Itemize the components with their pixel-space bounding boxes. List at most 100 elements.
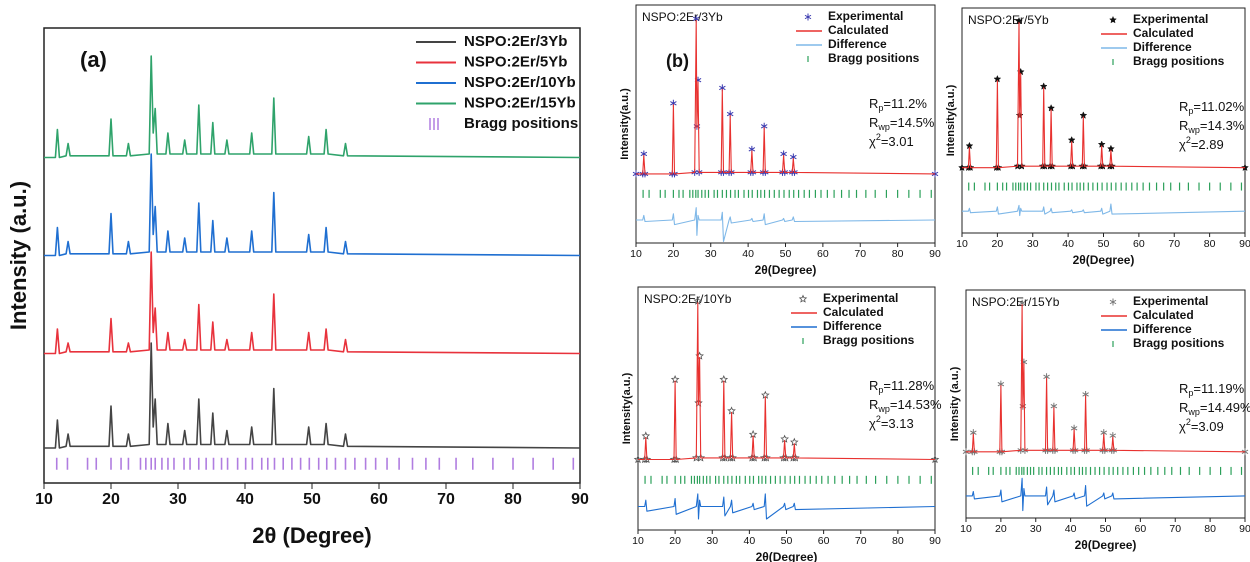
x-tick-label: 90 bbox=[1239, 523, 1250, 535]
legend-label: Experimental bbox=[828, 9, 903, 23]
x-tick-label: 50 bbox=[303, 491, 321, 508]
legend-swatch bbox=[1109, 15, 1117, 24]
x-tick-label: 70 bbox=[855, 535, 867, 547]
fit-statistic: Rwp=14.5% bbox=[869, 115, 935, 132]
x-tick-label: 50 bbox=[780, 248, 792, 260]
x-axis-label: 2θ(Degree) bbox=[1073, 253, 1135, 267]
fit-statistic: χ2=2.89 bbox=[1179, 135, 1224, 152]
legend-swatch bbox=[798, 294, 808, 303]
legend-label: Calculated bbox=[1133, 26, 1194, 40]
subscript: p bbox=[878, 385, 883, 395]
value: =11.28% bbox=[883, 378, 934, 393]
x-tick-label: 90 bbox=[929, 535, 941, 547]
x-tick-label: 80 bbox=[1204, 523, 1216, 535]
x-tick-label: 70 bbox=[437, 491, 455, 508]
y-axis-label: Intensity (a.u.) bbox=[949, 366, 961, 441]
value: =3.13 bbox=[881, 416, 914, 431]
x-tick-label: 60 bbox=[1135, 523, 1147, 535]
x-tick-label: 20 bbox=[102, 491, 120, 508]
x-tick-label: 40 bbox=[236, 491, 254, 508]
subscript: wp bbox=[1187, 125, 1200, 135]
symbol: R bbox=[869, 115, 878, 130]
value: =2.89 bbox=[1191, 137, 1224, 152]
marker bbox=[1241, 448, 1249, 456]
legend-label: Bragg positions bbox=[823, 333, 915, 347]
fit-statistic: Rwp=14.49% bbox=[1179, 400, 1250, 417]
fit-statistic: Rp=11.2% bbox=[869, 96, 927, 113]
x-tick-label: 80 bbox=[892, 535, 904, 547]
x-tick-label: 10 bbox=[630, 248, 642, 260]
value: =14.49% bbox=[1200, 400, 1250, 415]
x-tick-label: 80 bbox=[1204, 238, 1216, 250]
legend-label: NSPO:2Er/10Yb bbox=[464, 74, 576, 91]
marker bbox=[696, 453, 706, 462]
superscript: 2 bbox=[876, 132, 881, 142]
x-tick-label: 40 bbox=[744, 535, 756, 547]
x-tick-label: 10 bbox=[960, 523, 972, 535]
x-tick-label: 70 bbox=[1168, 238, 1180, 250]
legend-swatch bbox=[1109, 298, 1117, 306]
x-tick-label: 50 bbox=[781, 535, 793, 547]
series-line bbox=[44, 153, 581, 257]
panel-label: (a) bbox=[80, 47, 107, 72]
panel-label: (b) bbox=[666, 51, 689, 71]
value: =3.09 bbox=[1191, 419, 1224, 434]
x-tick-label: 10 bbox=[956, 238, 968, 250]
subscript: wp bbox=[877, 122, 890, 132]
superscript: 2 bbox=[876, 414, 881, 424]
marker bbox=[633, 454, 643, 464]
x-tick-label: 30 bbox=[1030, 523, 1042, 535]
series-line bbox=[44, 55, 581, 159]
symbol: R bbox=[1179, 99, 1188, 114]
y-axis-label: Intensity(a.u.) bbox=[621, 372, 633, 444]
legend-label: NSPO:2Er/5Yb bbox=[464, 53, 567, 70]
series-line bbox=[636, 19, 936, 175]
legend-label: Bragg positions bbox=[464, 115, 578, 132]
subscript: p bbox=[1188, 106, 1193, 116]
value: =11.2% bbox=[883, 96, 927, 111]
x-tick-label: 90 bbox=[929, 248, 941, 260]
symbol: R bbox=[869, 378, 878, 393]
value: =14.53% bbox=[890, 397, 942, 412]
series-line bbox=[44, 251, 581, 355]
x-tick-label: 80 bbox=[504, 491, 522, 508]
subscript: p bbox=[1188, 388, 1193, 398]
x-tick-label: 90 bbox=[571, 491, 589, 508]
x-tick-label: 30 bbox=[169, 491, 187, 508]
value: =11.19% bbox=[1193, 381, 1244, 396]
marker bbox=[931, 170, 939, 178]
x-tick-label: 10 bbox=[35, 491, 53, 508]
x-tick-label: 40 bbox=[1065, 523, 1077, 535]
x-tick-label: 90 bbox=[1239, 238, 1250, 250]
y-axis-label: Intensity(a.u.) bbox=[945, 84, 957, 156]
x-tick-label: 20 bbox=[669, 535, 681, 547]
x-tick-label: 10 bbox=[632, 535, 644, 547]
legend-label: Difference bbox=[823, 319, 882, 333]
legend-label: Bragg positions bbox=[828, 51, 920, 65]
superscript: 2 bbox=[1186, 135, 1191, 145]
symbol: R bbox=[1179, 400, 1188, 415]
value: =14.5% bbox=[890, 115, 935, 130]
x-axis-label: 2θ(Degree) bbox=[756, 550, 818, 562]
marker bbox=[930, 454, 940, 464]
legend-label: Experimental bbox=[823, 291, 898, 305]
x-axis-label: 2θ (Degree) bbox=[252, 523, 372, 548]
legend-label: Experimental bbox=[1133, 12, 1208, 26]
y-axis-label: Intensity (a.u.) bbox=[6, 181, 31, 330]
x-tick-label: 30 bbox=[705, 248, 717, 260]
series-line bbox=[962, 21, 1246, 169]
x-tick-label: 60 bbox=[1133, 238, 1145, 250]
x-tick-label: 80 bbox=[892, 248, 904, 260]
legend-label: Calculated bbox=[828, 23, 889, 37]
subscript: wp bbox=[877, 404, 890, 414]
series-line bbox=[966, 304, 1246, 453]
x-tick-label: 70 bbox=[854, 248, 866, 260]
series-line bbox=[638, 493, 936, 520]
fit-statistic: χ2=3.13 bbox=[869, 414, 914, 431]
x-tick-label: 60 bbox=[370, 491, 388, 508]
legend-label: NSPO:2Er/3Yb bbox=[464, 33, 567, 50]
legend-label: Bragg positions bbox=[1133, 54, 1225, 68]
legend-swatch bbox=[804, 13, 812, 21]
series-line bbox=[638, 302, 936, 461]
